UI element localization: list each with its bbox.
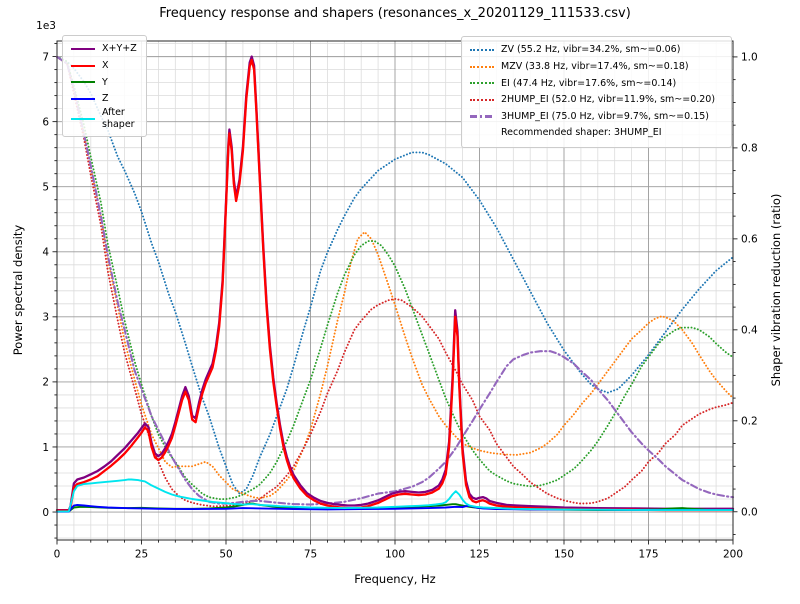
- legend-item-z: Z: [71, 91, 137, 108]
- legend-line-sample: [71, 98, 95, 101]
- y-right-tick-label: 1.0: [741, 52, 758, 64]
- legend-item-y: Y: [71, 74, 137, 91]
- y-right-tick-label: 0.8: [741, 143, 758, 155]
- legend-item-label: Z: [102, 93, 109, 105]
- legend-line-sample: [71, 48, 95, 51]
- legend-line-sample: [470, 65, 494, 68]
- y-left-tick-label: 5: [42, 182, 49, 194]
- series-ei3hump-line: [55, 55, 735, 506]
- legend-line-sample: [470, 82, 494, 85]
- legend-item-label: X+Y+Z: [102, 43, 137, 55]
- y-right-tick-label: 0.4: [741, 325, 758, 337]
- y-left-tick-label: 0: [42, 507, 49, 519]
- legend-line-sample: [470, 49, 494, 52]
- x-tick-label: 200: [723, 549, 743, 561]
- x-tick-label: 0: [54, 549, 61, 561]
- y-axis-multiplier-label: 1e3: [36, 20, 56, 32]
- legend-item-x: X: [71, 58, 137, 75]
- y-right-axis-label: Shaper vibration reduction (ratio): [769, 193, 783, 387]
- legend-line-sample: [71, 81, 95, 84]
- series-x-line: [55, 58, 735, 512]
- legend-item-ei: EI (47.4 Hz, vibr=17.6%, sm~=0.14): [470, 75, 722, 92]
- y-left-tick-label: 6: [42, 116, 49, 128]
- grid-minor: [57, 41, 733, 540]
- x-tick-label: 150: [554, 549, 574, 561]
- legend-item-label: After shaper: [102, 107, 135, 131]
- y-left-tick-label: 4: [42, 247, 49, 259]
- x-tick-label: 50: [219, 549, 232, 561]
- legend-measurements: X+Y+Z X Y Z After shaper: [62, 35, 147, 138]
- x-tick-label: 175: [638, 549, 658, 561]
- legend-line-sample: [470, 115, 494, 118]
- plot-border: [56, 40, 734, 541]
- y-left-tick-label: 1: [42, 442, 49, 454]
- y-left-tick-label: 7: [42, 51, 49, 63]
- x-tick-label: 125: [469, 549, 489, 561]
- x-tick-label: 75: [304, 549, 317, 561]
- x-tick-label: 100: [385, 549, 405, 561]
- y-right-tick-label: 0.2: [741, 416, 758, 428]
- y-left-tick-label: 3: [42, 312, 49, 324]
- legend-item-3hump-ei: 3HUMP_EI (75.0 Hz, vibr=9.7%, sm~=0.15): [470, 108, 722, 125]
- legend-shapers: ZV (55.2 Hz, vibr=34.2%, sm~=0.06) MZV (…: [461, 36, 732, 148]
- legend-item-label: X: [102, 59, 109, 71]
- legend-item-after-shaper: After shaper: [71, 107, 137, 131]
- y-right-tick-label: 0.0: [741, 507, 758, 519]
- series-zv-line: [56, 55, 734, 495]
- legend-item-mzv: MZV (33.8 Hz, vibr=17.4%, sm~=0.18): [470, 59, 722, 76]
- legend-item-label: ZV (55.2 Hz, vibr=34.2%, sm~=0.06): [501, 44, 681, 56]
- chart-title: Frequency response and shapers (resonanc…: [159, 6, 631, 21]
- legend-item-2hump-ei: 2HUMP_EI (52.0 Hz, vibr=11.9%, sm~=0.20): [470, 92, 722, 109]
- x-axis-label: Frequency, Hz: [354, 572, 436, 586]
- legend-item-label: EI (47.4 Hz, vibr=17.6%, sm~=0.14): [501, 77, 677, 89]
- y-right-tick-label: 0.6: [741, 234, 758, 246]
- series-ei-line: [56, 55, 734, 501]
- series-ei2hump-line: [56, 55, 734, 508]
- legend-item-label: 3HUMP_EI (75.0 Hz, vibr=9.7%, sm~=0.15): [501, 110, 710, 122]
- legend-line-sample: [71, 118, 95, 121]
- recommended-shaper-note: Recommended shaper: 3HUMP_EI: [501, 127, 662, 139]
- legend-line-sample: [470, 99, 494, 102]
- legend-line-sample: [71, 64, 95, 67]
- y-left-axis-label: Power spectral density: [11, 224, 25, 356]
- legend-item-label: MZV (33.8 Hz, vibr=17.4%, sm~=0.18): [501, 60, 689, 72]
- legend-item-label: Y: [102, 76, 108, 88]
- legend-item-xyz: X+Y+Z: [71, 41, 137, 58]
- y-left-tick-label: 2: [42, 377, 49, 389]
- series-after-line: [56, 478, 734, 513]
- x-tick-label: 25: [135, 549, 148, 561]
- legend-item-zv: ZV (55.2 Hz, vibr=34.2%, sm~=0.06): [470, 42, 722, 59]
- series-mzv-line: [56, 55, 734, 500]
- legend-item-label: 2HUMP_EI (52.0 Hz, vibr=11.9%, sm~=0.20): [501, 94, 716, 106]
- tick-labels: 0 25 50 75 100 125 150 175 200 0 1 2 3 4 5 6 7 0.0 0.2 0.4 0…: [42, 51, 758, 560]
